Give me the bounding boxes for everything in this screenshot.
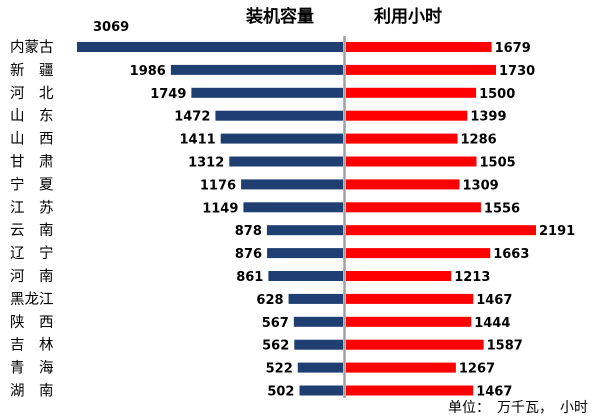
- capacity-value-label: 878: [235, 224, 262, 239]
- capacity-bar: [293, 316, 343, 327]
- capacity-value-label: 876: [235, 247, 262, 262]
- hours-value-label: 1309: [463, 178, 499, 193]
- hours-value-label: 1730: [499, 64, 535, 79]
- hours-bar: [346, 385, 474, 396]
- capacity-bar: [299, 385, 343, 396]
- province-label: 吉 林: [10, 337, 54, 354]
- province-label: 青 海: [10, 360, 54, 377]
- capacity-value-label: 567: [262, 316, 289, 331]
- hours-value-label: 1556: [484, 201, 520, 216]
- hours-bar: [346, 202, 481, 213]
- province-label: 河 北: [10, 85, 54, 102]
- hours-value-label: 1213: [454, 270, 490, 285]
- hours-value-label: 1505: [480, 156, 516, 171]
- hours-bar: [346, 271, 452, 281]
- capacity-value-label: 1749: [150, 87, 186, 102]
- hours-value-label: 1467: [476, 293, 512, 308]
- hours-value-label: 1587: [487, 339, 523, 354]
- hours-bar: [346, 248, 491, 259]
- capacity-bar: [268, 271, 343, 281]
- hours-value-label: 1500: [479, 87, 515, 102]
- hours-bar: [346, 225, 536, 236]
- capacity-bar: [266, 225, 343, 236]
- province-label: 新 疆: [10, 62, 54, 79]
- capacity-bar: [297, 362, 343, 373]
- hours-bar: [346, 293, 474, 304]
- capacity-value-label: 628: [256, 293, 283, 308]
- capacity-bar: [170, 64, 343, 75]
- bar-rows: 内蒙古 3069 1679 新 疆 1986 1730 河 北 1749 1500 山 东 1472…: [10, 20, 575, 400]
- hours-bar: [346, 339, 484, 350]
- capacity-value-label: 502: [267, 385, 294, 400]
- capacity-value-label: 861: [236, 270, 263, 285]
- capacity-value-label: 3069: [93, 20, 129, 35]
- capacity-value-label: 1176: [200, 178, 236, 193]
- capacity-bar: [294, 339, 343, 350]
- hours-value-label: 1267: [459, 362, 495, 377]
- province-label: 陕 西: [10, 314, 54, 331]
- left-series-header: 装机容量: [245, 6, 314, 27]
- hours-value-label: 1399: [470, 110, 506, 125]
- province-label: 山 东: [10, 108, 54, 125]
- capacity-value-label: 1411: [180, 133, 216, 148]
- province-label: 河 南: [10, 268, 54, 285]
- hours-bar: [346, 64, 497, 75]
- hours-value-label: 1286: [461, 133, 497, 148]
- capacity-bar: [229, 156, 343, 167]
- hours-bar: [346, 362, 456, 373]
- hours-bar: [346, 179, 460, 190]
- capacity-bar: [241, 179, 343, 190]
- province-label: 云 南: [10, 222, 54, 239]
- capacity-value-label: 1312: [188, 156, 224, 171]
- hours-value-label: 1467: [476, 385, 512, 400]
- hours-bar: [346, 87, 477, 98]
- unit-note: 单位： 万千瓦， 小时: [448, 400, 588, 416]
- capacity-value-label: 1986: [130, 64, 166, 79]
- province-label: 湖 南: [10, 383, 54, 400]
- province-label: 内蒙古: [10, 39, 54, 56]
- capacity-bar: [220, 133, 343, 144]
- province-label: 甘 肃: [10, 154, 54, 171]
- province-label: 辽 宁: [10, 245, 54, 262]
- capacity-value-label: 562: [262, 339, 289, 354]
- capacity-value-label: 522: [266, 362, 293, 377]
- province-label: 江 苏: [10, 199, 54, 216]
- hours-value-label: 2191: [539, 224, 575, 239]
- capacity-value-label: 1472: [174, 110, 210, 125]
- capacity-bar: [267, 248, 343, 259]
- hours-value-label: 1444: [474, 316, 510, 331]
- capacity-bar: [77, 42, 343, 52]
- hours-value-label: 1663: [493, 247, 529, 262]
- province-label: 宁 夏: [10, 176, 54, 193]
- capacity-bar: [288, 293, 343, 304]
- hours-bar: [346, 133, 458, 144]
- capacity-bar: [191, 87, 343, 98]
- capacity-value-label: 1149: [202, 201, 238, 216]
- hours-bar: [346, 110, 468, 121]
- capacity-bar: [215, 110, 343, 121]
- hours-bar: [346, 156, 477, 167]
- province-label: 山 西: [10, 131, 54, 148]
- hours-bar: [346, 42, 492, 52]
- capacity-bar: [243, 202, 343, 213]
- province-label: 黑龙江: [10, 291, 54, 308]
- right-series-header: 利用小时: [374, 6, 442, 27]
- hours-bar: [346, 316, 472, 327]
- hours-value-label: 1679: [495, 41, 531, 56]
